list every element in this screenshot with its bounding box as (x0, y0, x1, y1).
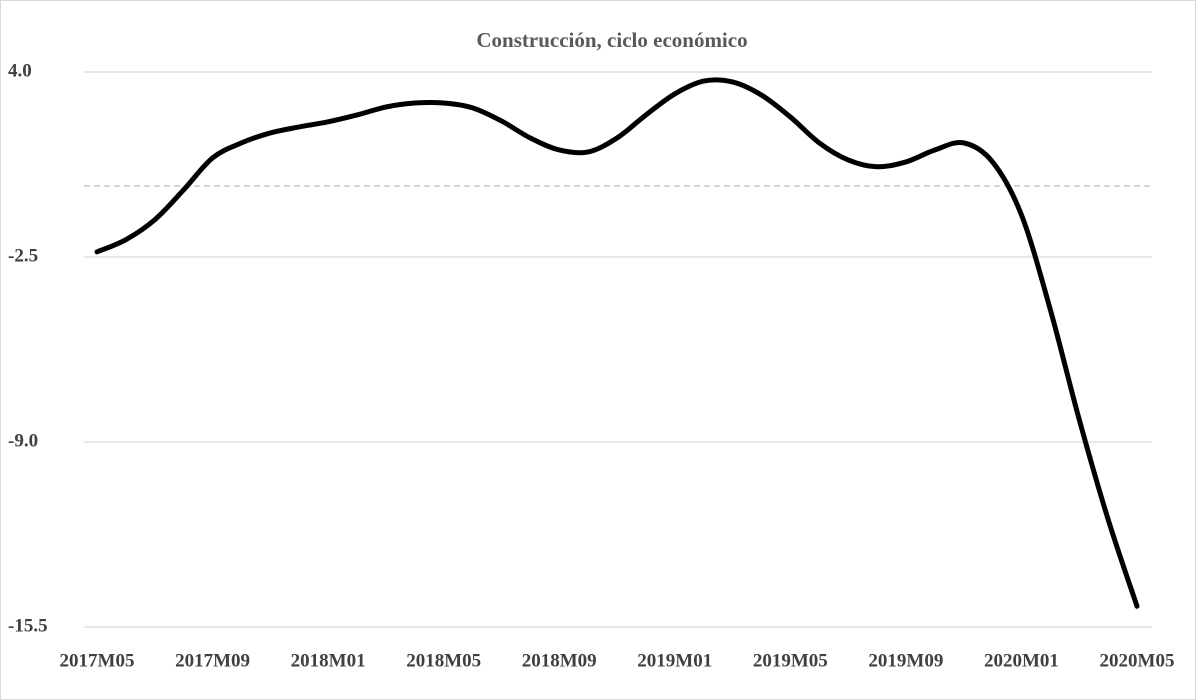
x-tick-label: 2017M09 (175, 650, 250, 671)
x-tick-label: 2020M01 (984, 650, 1059, 671)
x-tick-label: 2019M09 (868, 650, 943, 671)
x-tick-label: 2018M09 (522, 650, 597, 671)
x-tick-label: 2018M01 (291, 650, 366, 671)
x-tick-label: 2019M05 (753, 650, 828, 671)
x-tick-label: 2017M05 (60, 650, 135, 671)
line-series (94, 77, 1140, 609)
chart-title: Construcción, ciclo económico (476, 28, 747, 52)
x-tick-label: 2020M05 (1100, 650, 1175, 671)
y-tick-label: -2.5 (8, 245, 38, 266)
x-tick-label: 2018M05 (406, 650, 481, 671)
y-tick-label: 4.0 (8, 60, 32, 81)
y-tick-label: -9.0 (8, 430, 38, 451)
y-tick-label: -15.5 (8, 615, 48, 636)
x-tick-label: 2019M01 (637, 650, 712, 671)
